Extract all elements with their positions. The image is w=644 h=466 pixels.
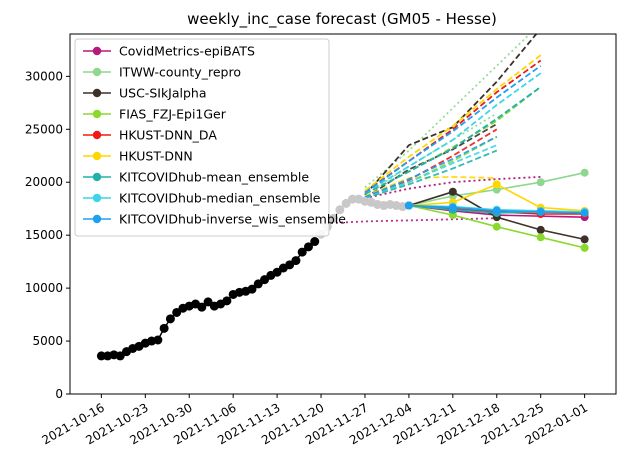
kitcovidhub-inverse-wis-ensemble-point bbox=[580, 208, 589, 217]
legend-marker-itww-county-repro bbox=[92, 67, 102, 77]
kitcovidhub-median-ensemble-upper-line bbox=[364, 72, 542, 194]
hkust-dnn-upper-line bbox=[364, 54, 542, 192]
usc-sikjalpha-upper-line bbox=[364, 34, 538, 196]
observed-point bbox=[222, 296, 232, 306]
observed-recent-point bbox=[335, 205, 345, 215]
plot-area bbox=[96, 34, 589, 361]
legend-marker-kitcovidhub-median-ensemble bbox=[92, 193, 102, 203]
itww-county-repro-point bbox=[580, 168, 589, 177]
legend-label-hkust-dnn: HKUST-DNN bbox=[119, 149, 193, 164]
legend-label-covidmetrics-epibats: CovidMetrics-epiBATS bbox=[119, 44, 255, 59]
y-tick-label: 0 bbox=[55, 387, 63, 401]
observed-point bbox=[153, 335, 163, 345]
kitcovidhub-median-ensemble-lower-line bbox=[364, 144, 498, 198]
itww-county-repro-lower-line bbox=[364, 112, 498, 196]
series-group bbox=[96, 34, 589, 361]
fias-fzj-epi1ger-point bbox=[580, 243, 589, 252]
fias-fzj-epi1ger-point bbox=[492, 222, 501, 231]
legend-box bbox=[74, 38, 330, 237]
kitcovidhub-mean-ensemble-lower-line bbox=[364, 149, 498, 199]
y-tick-label: 20000 bbox=[25, 175, 63, 189]
observed-point bbox=[297, 247, 307, 257]
observed-point bbox=[96, 351, 106, 361]
observed-point bbox=[303, 242, 313, 252]
hkust-dnn-lower-line bbox=[364, 175, 497, 197]
usc-sikjalpha-point bbox=[580, 235, 589, 244]
plot-frame bbox=[69, 33, 617, 395]
y-tick-label: 5000 bbox=[32, 334, 63, 348]
observed-point bbox=[159, 323, 169, 333]
legend-label-fias-fzj-epi1ger: FIAS_FZJ-Epi1Ger bbox=[119, 107, 227, 122]
kitcovidhub-inverse-wis-ensemble-lower-line bbox=[364, 135, 498, 198]
y-tick-label: 30000 bbox=[25, 69, 63, 83]
observed-point bbox=[310, 237, 320, 247]
observed-point bbox=[197, 302, 207, 312]
usc-sikjalpha-point bbox=[536, 225, 545, 234]
observed-point bbox=[165, 314, 175, 324]
hkust-dnn-point bbox=[492, 180, 501, 189]
chart-title: weekly_inc_case forecast (GM05 - Hesse) bbox=[187, 10, 497, 29]
y-tick-label: 25000 bbox=[25, 122, 63, 136]
kitcovidhub-mean-ensemble-upper-line bbox=[364, 86, 542, 195]
observed-recent-point bbox=[347, 194, 357, 204]
legend-marker-kitcovidhub-inverse-wis-ensemble bbox=[92, 214, 102, 224]
hkust-dnn-da-upper-line bbox=[364, 59, 542, 193]
kitcovidhub-inverse-wis-ensemble-point bbox=[404, 201, 413, 210]
legend-label-kitcovidhub-median-ensemble: KITCOVIDhub-median_ensemble bbox=[119, 191, 321, 206]
legend-label-itww-county-repro: ITWW-county_repro bbox=[119, 65, 241, 80]
legend-label-kitcovidhub-mean-ensemble: KITCOVIDhub-mean_ensemble bbox=[119, 170, 309, 185]
usc-sikjalpha-point bbox=[448, 187, 457, 196]
kitcovidhub-inverse-wis-ensemble-upper-line bbox=[364, 65, 542, 194]
legend-marker-fias-fzj-epi1ger bbox=[92, 109, 102, 119]
itww-county-repro-point bbox=[536, 178, 545, 187]
kitcovidhub-inverse-wis-ensemble-point bbox=[448, 203, 457, 212]
y-tick-label: 10000 bbox=[25, 281, 63, 295]
observed-point bbox=[247, 284, 257, 294]
legend-label-usc-sikjalpha: USC-SIkJalpha bbox=[119, 86, 207, 101]
legend-marker-kitcovidhub-mean-ensemble bbox=[92, 172, 102, 182]
legend-marker-hkust-dnn bbox=[92, 151, 102, 161]
fias-fzj-epi1ger-point bbox=[536, 233, 545, 242]
legend-label-kitcovidhub-inverse-wis-ensemble: KITCOVIDhub-inverse_wis_ensemble bbox=[119, 212, 346, 227]
legend-marker-covidmetrics-epibats bbox=[92, 46, 102, 56]
observed-recent-point bbox=[398, 202, 408, 212]
legend: CovidMetrics-epiBATS ITWW-county_repro USC… bbox=[74, 38, 346, 237]
legend-label-hkust-dnn-da: HKUST-DNN_DA bbox=[119, 128, 217, 143]
legend-marker-usc-sikjalpha bbox=[92, 88, 102, 98]
y-tick-label: 15000 bbox=[25, 228, 63, 242]
observed-point bbox=[291, 256, 301, 266]
observed-recent-point bbox=[329, 213, 339, 223]
legend-marker-hkust-dnn-da bbox=[92, 130, 102, 140]
kitcovidhub-inverse-wis-ensemble-point bbox=[536, 207, 545, 216]
kitcovidhub-inverse-wis-ensemble-point bbox=[492, 206, 501, 215]
